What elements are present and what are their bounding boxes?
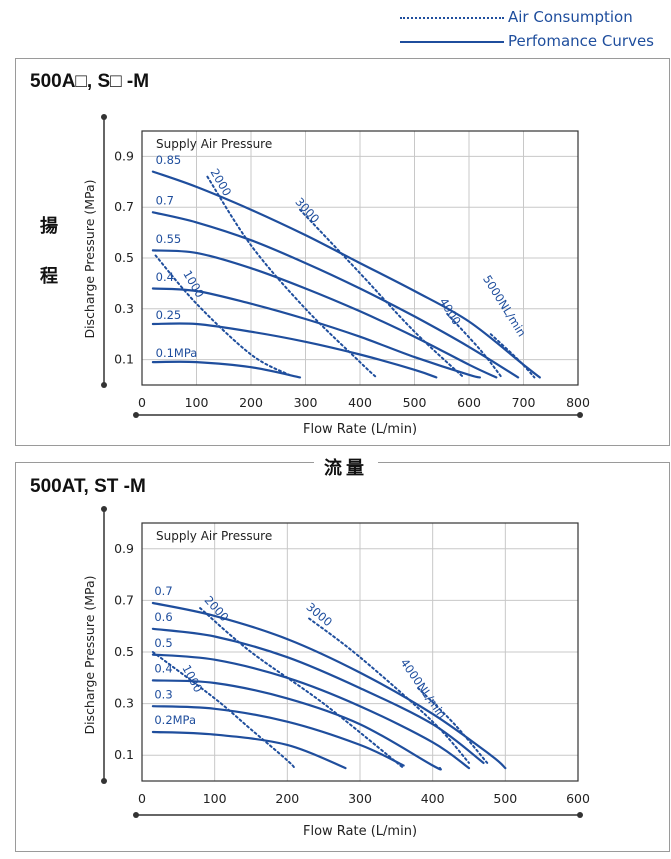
chart-500at: 0 100 200 300 400 500 600 0.1 0.3 0.5 0.7 0.9 Discha… xyxy=(82,506,590,839)
side-label-char-2: 程 xyxy=(40,266,58,287)
y-tick-label: 0.5 xyxy=(114,644,134,659)
curve-label: 0.7 xyxy=(154,584,172,598)
supply-air-pressure-header: Supply Air Pressure xyxy=(156,529,272,543)
y-tick-label: 0.7 xyxy=(114,199,134,214)
legend-label-performance-curves: Perfomance Curves xyxy=(508,32,654,50)
x-tick-label: 600 xyxy=(457,395,481,410)
series-performance-0-3 xyxy=(151,705,405,767)
chart-panel-500at: 500AT, ST -M 0 100 200 300 400 500 600 0.1 0.3 0.… xyxy=(15,462,670,852)
curve-label: 0.55 xyxy=(156,232,182,246)
plot-frame xyxy=(141,130,579,386)
y-tick-label: 0.3 xyxy=(114,301,134,316)
y-axis-end-dot xyxy=(101,778,107,784)
series-performance-0-85 xyxy=(151,170,541,379)
y-axis-end-dot xyxy=(101,382,107,388)
x-tick-label: 100 xyxy=(203,791,227,806)
x-tick-label: 500 xyxy=(403,395,427,410)
solid-line-swatch xyxy=(400,41,504,43)
series-consumption-3000 xyxy=(308,617,470,764)
series-performance-0-7 xyxy=(151,211,520,379)
y-axis-label: Discharge Pressure (MPa) xyxy=(82,575,97,734)
series-performance-0-4 xyxy=(151,679,442,771)
x-axis-end-dot xyxy=(133,412,139,418)
x-tick-label: 400 xyxy=(421,791,445,806)
y-axis-label: Discharge Pressure (MPa) xyxy=(82,179,97,338)
side-label-char-1: 揚 xyxy=(40,216,58,237)
dotted-line-swatch xyxy=(400,17,504,19)
chart-title: 500A□, S□ -M xyxy=(30,71,150,92)
curve-label: 4000 xyxy=(436,295,463,327)
series-performance-0-7 xyxy=(151,601,507,770)
series-performance-0-55 xyxy=(151,249,498,379)
x-tick-label: 200 xyxy=(239,395,263,410)
x-tick-label: 300 xyxy=(294,395,318,410)
chart-title: 500AT, ST -M xyxy=(30,476,146,497)
y-axis-end-dot xyxy=(101,114,107,120)
x-axis-label: Flow Rate (L/min) xyxy=(303,422,417,437)
curve-label: 0.5 xyxy=(154,636,172,650)
x-tick-label: 400 xyxy=(348,395,372,410)
middle-label: 流量 xyxy=(314,454,378,480)
x-tick-label: 0 xyxy=(138,791,146,806)
x-axis-end-dot xyxy=(133,812,139,818)
series-performance-0-5 xyxy=(151,653,471,770)
series-consumption-1000 xyxy=(151,651,296,770)
curve-label: 1000 xyxy=(180,268,207,300)
series-consumption-3000 xyxy=(299,208,465,379)
series-performance-0-2mpa xyxy=(151,730,347,770)
x-tick-label: 200 xyxy=(275,791,299,806)
x-axis-end-dot xyxy=(577,812,583,818)
x-tick-label: 700 xyxy=(512,395,536,410)
curve-label: 5000NL/min xyxy=(480,272,529,339)
series-consumption-4000nl-min xyxy=(417,687,489,764)
y-tick-label: 0.1 xyxy=(114,352,134,367)
x-tick-label: 300 xyxy=(348,791,372,806)
legend-item-performance-curves: Perfomance Curves xyxy=(398,32,668,52)
y-tick-label: 0.5 xyxy=(114,250,134,265)
y-tick-label: 0.3 xyxy=(114,696,134,711)
y-tick-label: 0.9 xyxy=(114,148,134,163)
y-tick-label: 0.1 xyxy=(114,747,134,762)
x-axis-label: Flow Rate (L/min) xyxy=(303,824,417,839)
legend-item-air-consumption: Air Consumption xyxy=(398,8,668,28)
x-tick-label: 0 xyxy=(138,395,146,410)
x-tick-label: 100 xyxy=(185,395,209,410)
curve-label: 0.1MPa xyxy=(156,346,198,360)
curve-label: 0.2MPa xyxy=(154,713,196,727)
series-consumption-2000 xyxy=(206,175,378,379)
series-performance-0-25 xyxy=(151,322,438,379)
curve-label: 0.85 xyxy=(156,153,182,167)
curve-label: 0.3 xyxy=(154,687,172,701)
x-tick-label: 500 xyxy=(493,791,517,806)
plot-frame xyxy=(141,522,579,782)
y-tick-label: 0.7 xyxy=(114,592,134,607)
legend: Air Consumption Perfomance Curves xyxy=(398,6,668,50)
series-consumption-2000 xyxy=(199,607,405,770)
y-axis-end-dot xyxy=(101,506,107,512)
curve-label: 0.6 xyxy=(154,610,172,624)
curve-label: 0.4 xyxy=(156,270,174,284)
series-consumption-5000nl-min xyxy=(489,333,536,379)
series-consumption-1000 xyxy=(154,254,291,376)
curve-label: 3000 xyxy=(292,195,322,226)
curve-label: 1000 xyxy=(179,662,205,694)
chart-500a: 0 100 200 300 400 500 600 700 800 0.1 0.3 0.5 0.7 0.9… xyxy=(82,114,590,437)
x-tick-label: 800 xyxy=(566,395,590,410)
y-tick-label: 0.9 xyxy=(114,541,134,556)
chart-panel-500a: 500A□, S□ -M 0 100 200 300 400 500 600 700 800 0.… xyxy=(15,58,670,446)
curve-label: 0.4 xyxy=(154,662,172,676)
curve-label: 0.25 xyxy=(156,308,182,322)
x-axis-end-dot xyxy=(577,412,583,418)
curve-label: 0.7 xyxy=(156,194,174,208)
supply-air-pressure-header: Supply Air Pressure xyxy=(156,137,272,151)
series-performance-0-1mpa xyxy=(151,360,302,379)
series-performance-0-4 xyxy=(151,287,481,379)
x-tick-label: 600 xyxy=(566,791,590,806)
legend-label-air-consumption: Air Consumption xyxy=(508,8,633,26)
series-consumption-4000 xyxy=(446,312,503,379)
